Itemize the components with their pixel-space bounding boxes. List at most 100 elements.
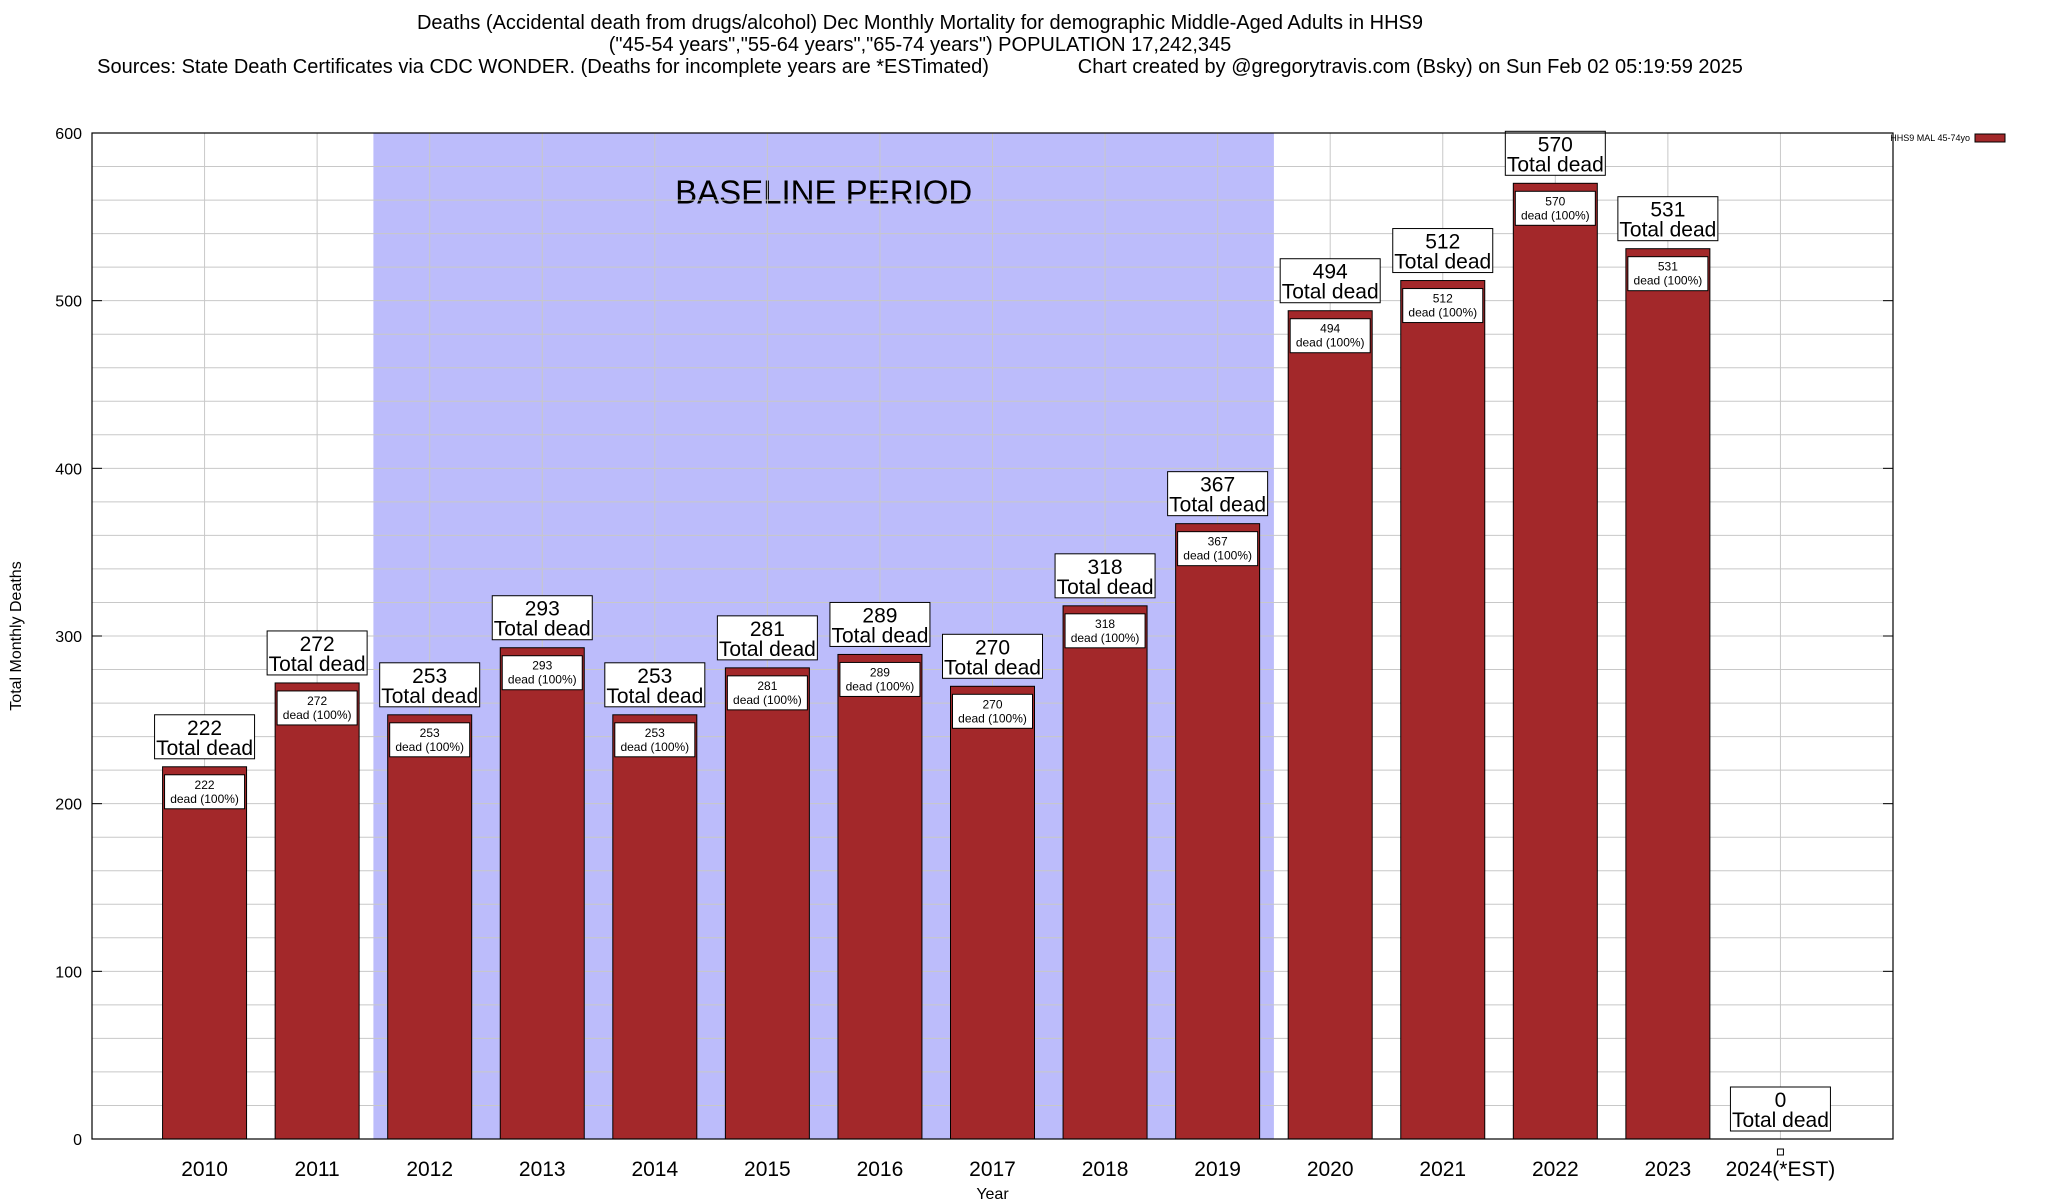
inner-value-label: 367 xyxy=(1208,535,1228,549)
total-text-label: Total dead xyxy=(831,624,928,647)
total-value-label: 281 xyxy=(750,618,785,641)
inner-value-label: 253 xyxy=(645,726,665,740)
total-label-box xyxy=(1279,258,1381,304)
total-value-label: 253 xyxy=(637,665,672,688)
inner-value-label: 293 xyxy=(532,659,552,673)
inner-value-label: 531 xyxy=(1658,260,1678,274)
bar xyxy=(1512,182,1598,1140)
x-tick-label: 2017 xyxy=(969,1158,1016,1181)
inner-percent-label: dead (100%) xyxy=(958,711,1027,725)
y-tick-label: 400 xyxy=(55,461,82,478)
total-text-label: Total dead xyxy=(269,653,366,676)
inner-percent-label: dead (100%) xyxy=(1634,274,1703,288)
x-tick-label: 2019 xyxy=(1194,1158,1241,1181)
y-tick-label: 0 xyxy=(73,1132,82,1149)
total-text-label: Total dead xyxy=(1507,153,1604,176)
bar xyxy=(950,685,1035,1140)
inner-percent-label: dead (100%) xyxy=(170,792,239,806)
y-tick-label: 300 xyxy=(55,629,82,646)
y-tick-label: 200 xyxy=(55,797,82,814)
total-text-label: Total dead xyxy=(1057,576,1154,599)
x-tick-label: 2016 xyxy=(857,1158,904,1181)
legend: HHS9 MAL 45-74yo xyxy=(1890,133,2006,143)
inner-label-box xyxy=(1402,288,1484,324)
inner-percent-label: dead (100%) xyxy=(1408,306,1477,320)
bar xyxy=(1287,310,1373,1140)
inner-label-box xyxy=(1627,256,1709,292)
chart-title-line-1: Deaths (Accidental death from drugs/alco… xyxy=(416,12,1424,34)
chart-header: Deaths (Accidental death from drugs/alco… xyxy=(0,12,1840,78)
axis-layer: 0 100 200 300 400 500 600 2010 2011 2012 2013 2014 2… xyxy=(8,126,1893,1200)
bar xyxy=(724,667,810,1140)
bar xyxy=(837,653,923,1140)
total-value-label: 0 xyxy=(1775,1089,1787,1112)
total-text-label: Total dead xyxy=(719,638,816,661)
inner-percent-label: dead (100%) xyxy=(1296,336,1365,350)
total-value-label: 367 xyxy=(1200,474,1235,497)
inner-label-box xyxy=(501,655,583,691)
total-label-box xyxy=(1054,553,1156,599)
total-label-box xyxy=(1729,1086,1831,1132)
x-tick-label: 2022 xyxy=(1532,1158,1579,1181)
inner-value-label: 512 xyxy=(1433,292,1453,306)
inner-label-box xyxy=(389,722,471,758)
total-label-box xyxy=(716,615,818,661)
total-label-box xyxy=(1617,196,1719,242)
x-tick-label: 2021 xyxy=(1419,1158,1466,1181)
total-value-label: 253 xyxy=(412,665,447,688)
bar xyxy=(387,714,473,1140)
total-label-box xyxy=(829,601,931,647)
inner-percent-label: dead (100%) xyxy=(1183,549,1252,563)
total-text-label: Total dead xyxy=(1619,219,1716,242)
zero-value-marker xyxy=(1776,1148,1784,1156)
x-tick-label: 2012 xyxy=(406,1158,453,1181)
inner-value-label: 494 xyxy=(1320,322,1340,336)
x-tick-label: 2010 xyxy=(181,1158,228,1181)
bar xyxy=(274,682,360,1140)
total-value-label: 531 xyxy=(1650,199,1685,222)
x-tick-label: 2013 xyxy=(519,1158,566,1181)
total-label-box xyxy=(266,630,368,676)
inner-label-box xyxy=(726,675,808,711)
total-label-box xyxy=(379,662,481,708)
x-tick-label: 2024(*EST) xyxy=(1726,1158,1836,1181)
total-label-box xyxy=(491,595,593,641)
baseline-period-label: BASELINE PERIOD xyxy=(675,173,972,210)
total-text-label: Total dead xyxy=(156,737,253,760)
inner-value-label: 253 xyxy=(420,726,440,740)
bar xyxy=(1400,280,1486,1140)
legend-swatch xyxy=(1974,133,2006,143)
inner-percent-label: dead (100%) xyxy=(846,679,915,693)
bar xyxy=(612,714,698,1140)
total-label-box xyxy=(1392,228,1494,274)
bar xyxy=(1062,605,1148,1140)
total-label-box xyxy=(1504,130,1606,176)
inner-value-label: 289 xyxy=(870,665,890,679)
inner-percent-label: dead (100%) xyxy=(1521,208,1590,222)
y-axis-title: Total Monthly Deaths xyxy=(8,561,25,710)
total-text-label: Total dead xyxy=(1394,251,1491,274)
inner-percent-label: dead (100%) xyxy=(283,708,352,722)
x-tick-label: 2011 xyxy=(295,1158,340,1181)
total-value-label: 318 xyxy=(1088,556,1123,579)
inner-value-label: 318 xyxy=(1095,617,1115,631)
x-tick-label: 2020 xyxy=(1307,1158,1354,1181)
total-value-label: 289 xyxy=(862,604,897,627)
total-text-label: Total dead xyxy=(606,685,703,708)
chart-title-line-2: ("45-54 years","55-64 years","65-74 year… xyxy=(608,34,1232,56)
total-value-label: 272 xyxy=(300,633,335,656)
inner-value-label: 281 xyxy=(757,679,777,693)
inner-label-box xyxy=(1514,190,1596,226)
inner-percent-label: dead (100%) xyxy=(1071,631,1140,645)
